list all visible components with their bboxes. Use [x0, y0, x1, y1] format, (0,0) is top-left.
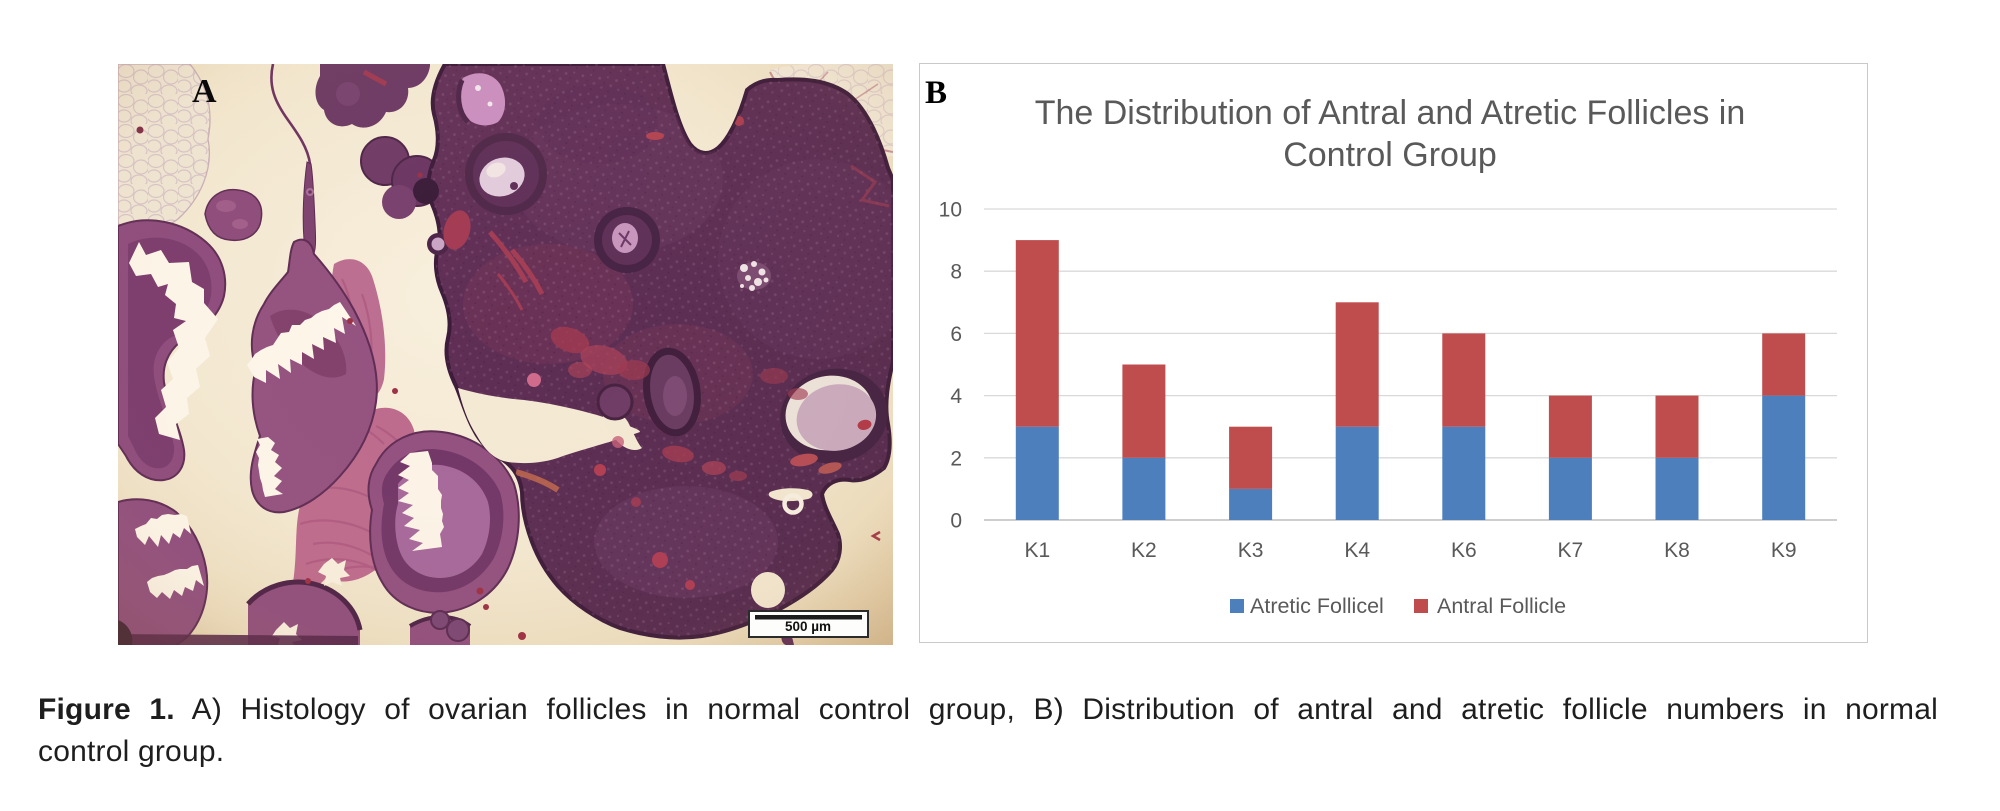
svg-text:4: 4 [950, 385, 962, 408]
svg-text:K4: K4 [1344, 539, 1370, 562]
svg-text:8: 8 [950, 261, 962, 284]
svg-text:Control Group: Control Group [1283, 136, 1497, 174]
svg-text:2: 2 [950, 447, 962, 470]
svg-text:10: 10 [939, 199, 962, 222]
svg-text:Antral Follicle: Antral Follicle [1437, 594, 1566, 618]
svg-text:K6: K6 [1451, 539, 1477, 562]
svg-text:K2: K2 [1131, 539, 1157, 562]
svg-text:500 µm: 500 µm [785, 619, 831, 634]
svg-text:The Distribution of Antral and: The Distribution of Antral and Atretic F… [1035, 94, 1746, 132]
svg-text:K9: K9 [1771, 539, 1797, 562]
svg-text:K3: K3 [1238, 539, 1264, 562]
svg-text:Atretic Follicel: Atretic Follicel [1250, 594, 1384, 618]
svg-text:K8: K8 [1664, 539, 1690, 562]
svg-text:K1: K1 [1024, 539, 1050, 562]
svg-text:0: 0 [950, 510, 962, 533]
svg-text:A: A [192, 73, 217, 110]
svg-text:K7: K7 [1558, 539, 1584, 562]
svg-text:6: 6 [950, 323, 962, 346]
svg-text:B: B [925, 75, 947, 111]
